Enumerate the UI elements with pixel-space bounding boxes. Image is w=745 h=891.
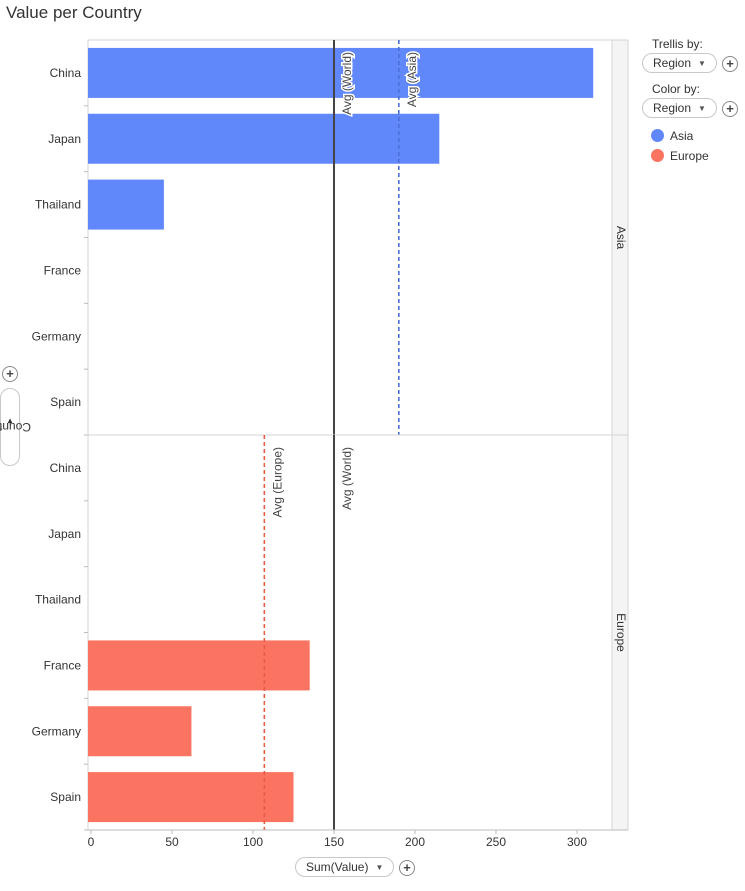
add-y-axis-icon[interactable]: +	[2, 366, 18, 382]
y-axis-selector-label: Country	[0, 420, 32, 434]
category-label: France	[44, 263, 82, 277]
chevron-down-icon: ▼	[375, 863, 384, 872]
reference-line-label: Avg (World)	[340, 447, 354, 510]
chart-title: Value per Country	[6, 3, 142, 22]
reference-line-label: Avg (Asia)	[405, 52, 419, 107]
legend-label-asia: Asia	[670, 129, 694, 143]
bar-europe-germany	[88, 706, 192, 757]
y-axis-selector[interactable]: Country▼	[0, 388, 31, 466]
add-color-icon[interactable]: +	[722, 101, 738, 117]
panel-frame-europe	[87, 434, 613, 831]
category-label: Spain	[50, 395, 81, 409]
color-by-selector[interactable]: Region ▼	[642, 98, 717, 118]
add-trellis-icon[interactable]: +	[722, 56, 738, 72]
trellis-by-value: Region	[653, 56, 692, 70]
x-tick-label: 100	[243, 835, 263, 849]
bar-asia-china	[88, 47, 594, 98]
x-tick-label: 200	[405, 835, 425, 849]
add-x-axis-icon[interactable]: +	[399, 860, 415, 876]
legend-label-europe: Europe	[670, 149, 709, 163]
trellis-by-selector[interactable]: Region ▼	[642, 53, 717, 73]
category-label: Thailand	[35, 198, 81, 212]
color-by-value: Region	[653, 101, 692, 115]
x-axis-selector-label: Sum(Value)	[306, 860, 369, 874]
category-label: Spain	[50, 790, 81, 804]
category-label: Japan	[48, 527, 81, 541]
x-tick-label: 0	[88, 835, 95, 849]
panel-label-asia: Asia	[614, 226, 628, 250]
chevron-down-icon: ▼	[698, 59, 706, 68]
legend-swatch-asia	[651, 129, 664, 142]
category-label: Japan	[48, 132, 81, 146]
panel-label-europe: Europe	[614, 613, 628, 652]
category-label: China	[50, 461, 82, 475]
trellis-by-label: Trellis by:	[652, 37, 703, 51]
legend-item-europe[interactable]: Europe	[651, 148, 709, 164]
legend-item-asia[interactable]: Asia	[651, 128, 693, 144]
chevron-down-icon: ▼	[6, 416, 14, 426]
category-label: China	[50, 66, 82, 80]
x-tick-label: 50	[165, 835, 179, 849]
category-label: Thailand	[35, 593, 81, 607]
x-tick-label: 150	[324, 835, 344, 849]
category-label: France	[44, 658, 82, 672]
chevron-down-icon: ▼	[698, 104, 706, 113]
reference-line-label: Avg (World)	[340, 52, 354, 115]
x-axis-selector[interactable]: Sum(Value) ▼	[295, 857, 395, 877]
x-tick-label: 250	[486, 835, 506, 849]
reference-line-label: Avg (Europe)	[270, 447, 284, 517]
bar-europe-spain	[88, 772, 294, 823]
bar-asia-thailand	[88, 179, 164, 230]
bar-asia-japan	[88, 113, 440, 164]
category-label: Germany	[32, 329, 81, 343]
color-by-label: Color by:	[652, 82, 701, 96]
category-label: Germany	[32, 724, 81, 738]
legend-swatch-europe	[651, 149, 664, 162]
bar-europe-france	[88, 640, 310, 691]
x-tick-label: 300	[567, 835, 587, 849]
